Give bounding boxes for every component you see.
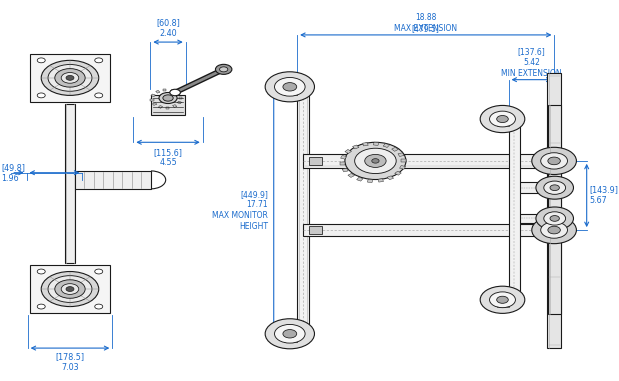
Circle shape [95,304,103,309]
Bar [399,165,405,169]
Bar [284,332,297,336]
Bar [179,97,183,99]
Bar [514,214,548,223]
Circle shape [61,72,79,83]
Circle shape [283,83,297,91]
Circle shape [496,115,508,123]
Bar [303,154,544,168]
Circle shape [61,284,79,295]
Text: [137.6]
5.42
MIN EXTENSION: [137.6] 5.42 MIN EXTENSION [501,47,562,78]
Bar [398,153,404,157]
Bar [392,147,398,151]
Circle shape [548,226,560,234]
Bar [498,118,509,121]
Bar [340,155,347,159]
Circle shape [283,330,297,338]
Circle shape [41,272,98,307]
Circle shape [95,93,103,98]
Bar [297,80,309,341]
Circle shape [220,67,228,72]
Circle shape [365,154,386,167]
Bar [357,177,363,181]
Bar [65,104,75,263]
Circle shape [48,64,92,91]
Bar [363,142,368,146]
Text: [143.9]
5.67: [143.9] 5.67 [590,186,618,205]
Bar [167,107,169,109]
Bar [156,90,160,93]
Circle shape [37,304,45,309]
Circle shape [480,286,525,314]
Circle shape [532,147,576,174]
Text: [60.8]
2.40: [60.8] 2.40 [156,18,180,38]
Bar [151,94,155,97]
Text: [178.5]
7.03: [178.5] 7.03 [56,352,85,372]
Bar [284,338,297,342]
Bar [284,91,297,95]
Bar [342,168,348,172]
Circle shape [345,142,406,179]
Circle shape [550,185,560,190]
Bar [498,293,509,297]
Circle shape [275,77,305,96]
Bar [170,90,175,92]
Circle shape [550,216,560,221]
Bar [173,105,177,107]
Circle shape [37,93,45,98]
Bar [151,95,185,115]
Circle shape [548,157,560,165]
Text: [49.8]
1.96: [49.8] 1.96 [1,163,25,182]
Circle shape [541,153,568,169]
Bar [498,123,509,126]
Circle shape [544,181,566,194]
Bar [378,179,383,182]
Circle shape [532,216,576,244]
Text: [479.5]: [479.5] [412,24,439,33]
Circle shape [95,58,103,63]
Bar [30,265,110,314]
Bar [163,89,167,91]
Bar [152,103,157,106]
Bar [367,179,373,182]
Circle shape [170,89,180,96]
Bar [303,224,544,236]
Circle shape [55,69,85,87]
Bar [345,149,352,154]
Circle shape [496,296,508,303]
Bar [353,145,359,149]
Bar [309,157,322,165]
Bar [284,79,297,83]
Bar [176,93,180,95]
Circle shape [541,222,568,238]
Bar [514,182,548,193]
Bar [498,298,509,302]
Bar [509,112,520,307]
Circle shape [275,325,305,343]
Circle shape [490,111,516,127]
Text: [115.6]
4.55: [115.6] 4.55 [154,148,183,167]
Bar [547,72,561,348]
Circle shape [48,275,92,303]
Bar [387,176,394,180]
Bar [284,85,297,89]
Circle shape [163,95,173,101]
Circle shape [480,106,525,133]
Circle shape [41,60,98,95]
Text: [449.9]
17.71
MAX MONITOR
HEIGHT: [449.9] 17.71 MAX MONITOR HEIGHT [212,190,268,231]
Bar [75,171,151,189]
Bar [309,226,322,234]
Circle shape [55,280,85,298]
Circle shape [490,292,516,308]
Circle shape [536,176,573,199]
Bar [30,54,110,102]
Bar [340,162,345,165]
Circle shape [159,93,177,104]
Text: 18.88
MAX EXTENSION: 18.88 MAX EXTENSION [394,3,457,33]
Bar [383,144,389,147]
Circle shape [372,158,379,163]
Circle shape [355,148,396,174]
Circle shape [265,72,314,102]
Bar [498,113,509,116]
Circle shape [37,58,45,63]
Circle shape [544,212,566,225]
